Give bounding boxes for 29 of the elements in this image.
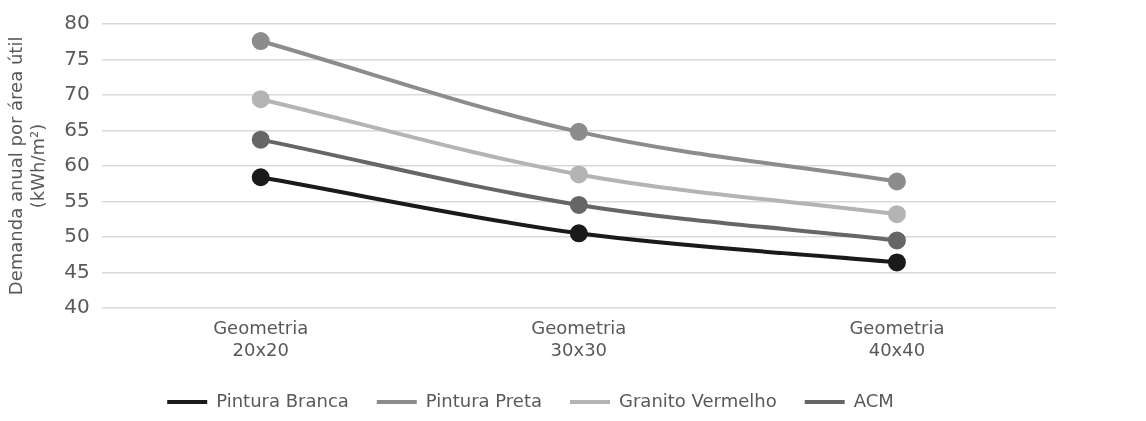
- point: [251, 168, 270, 187]
- y-tick-label: 75: [64, 45, 90, 70]
- y-tick-label: 40: [64, 294, 90, 318]
- y-tick-label: 60: [64, 152, 90, 177]
- y-tick-label: 50: [64, 223, 90, 248]
- point: [887, 172, 906, 191]
- y-tick-label: 65: [64, 116, 90, 141]
- x-tick-label: Geometria 20x20: [213, 317, 309, 360]
- point: [251, 32, 270, 51]
- x-tick-label: Geometria 30x30: [531, 317, 627, 360]
- point: [887, 231, 906, 250]
- y-axis-title: Demanda anual por área útil (kWh/m²): [5, 36, 49, 296]
- point: [887, 205, 906, 224]
- point: [251, 130, 270, 149]
- point: [887, 253, 906, 272]
- y-tick-label: 80: [64, 10, 90, 35]
- point: [251, 90, 270, 109]
- point: [569, 224, 588, 243]
- y-tick-label: 70: [64, 81, 90, 106]
- y-tick-label: 55: [64, 187, 90, 212]
- x-tick-label: Geometria 40x40: [849, 317, 945, 360]
- legend-label: Pintura Branca: [216, 389, 349, 411]
- legend-label: ACM: [853, 389, 894, 411]
- legend-label: Pintura Preta: [425, 389, 543, 411]
- point: [569, 122, 588, 141]
- point: [569, 195, 588, 214]
- legend-label: Granito Vermelho: [619, 389, 777, 411]
- y-tick-label: 45: [64, 258, 90, 283]
- point: [569, 165, 588, 184]
